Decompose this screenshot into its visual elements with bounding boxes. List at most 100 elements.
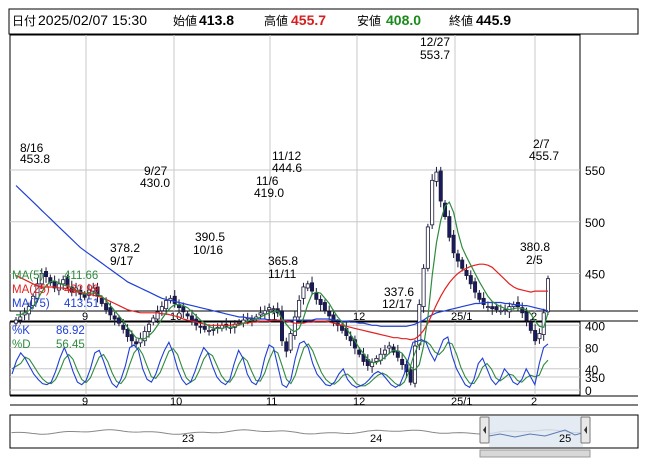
- candle-up: [13, 319, 18, 324]
- candle-up: [417, 304, 422, 346]
- candle-down: [52, 281, 57, 289]
- annotation-value: 453.8: [20, 152, 50, 166]
- annotation-date: 10/16: [193, 243, 223, 257]
- navigator-selected-series: [488, 429, 583, 438]
- candle-up: [485, 306, 490, 309]
- candle-up: [39, 273, 44, 285]
- annotation-value: 378.2: [110, 241, 140, 255]
- candle-down: [125, 328, 130, 338]
- annotation-date: 9/27: [144, 164, 168, 178]
- header-date-label: 日付: [12, 14, 36, 28]
- stochastic-tick-label: 0: [585, 384, 592, 398]
- candle-down: [112, 315, 117, 320]
- candle-up: [498, 310, 503, 313]
- candle-down: [310, 282, 315, 292]
- price-tick-label: 350: [585, 371, 605, 385]
- legend-value: 411.66: [64, 270, 98, 282]
- navigator-year-label: 24: [370, 433, 382, 445]
- price-tick-label: 450: [585, 268, 605, 282]
- candle-up: [262, 310, 267, 315]
- candle-up: [237, 321, 242, 324]
- annotation-value: 380.8: [520, 240, 550, 254]
- header-low-value: 408.0: [386, 12, 421, 28]
- candle-down: [108, 307, 113, 316]
- candle-down: [447, 216, 452, 238]
- candle-up: [211, 328, 216, 331]
- candle-down: [318, 298, 323, 305]
- candle-up: [537, 333, 542, 340]
- candle-down: [44, 271, 49, 278]
- candle-up: [374, 357, 379, 362]
- header-high-value: 455.7: [291, 12, 326, 28]
- candle-up: [425, 226, 430, 269]
- candle-up: [412, 345, 417, 384]
- candle-down: [490, 306, 495, 310]
- x-tick-label: 9: [82, 311, 88, 323]
- candle-down: [172, 295, 177, 304]
- candle-up: [292, 316, 297, 337]
- annotation-value: 419.0: [254, 186, 284, 200]
- annotation-value: 337.6: [384, 285, 414, 299]
- left-arrow-icon: [483, 426, 486, 434]
- x-tick-label: 11: [266, 396, 277, 408]
- navigator-year-label: 25: [559, 433, 571, 445]
- candle-down: [99, 297, 104, 304]
- candle-down: [202, 325, 207, 330]
- candle-down: [400, 359, 405, 365]
- annotation-value: 430.0: [140, 176, 170, 190]
- candle-up: [146, 323, 151, 332]
- candle-down: [477, 292, 482, 300]
- candle-down: [284, 341, 289, 352]
- candle-down: [314, 292, 319, 300]
- candle-up: [164, 300, 169, 310]
- candle-down: [48, 277, 53, 284]
- price-tick-label: 550: [585, 164, 605, 178]
- candle-up: [546, 278, 551, 313]
- candle-down: [464, 269, 469, 276]
- candle-down: [438, 170, 443, 202]
- x-tick-label: 12: [353, 396, 365, 408]
- candle-down: [181, 306, 186, 313]
- candle-down: [408, 369, 413, 383]
- candle-up: [138, 338, 143, 344]
- candle-up: [430, 179, 435, 226]
- candle-up: [207, 330, 212, 332]
- annotation-date: 12/27: [420, 35, 450, 49]
- candle-up: [56, 283, 61, 291]
- annotation-value: 455.7: [529, 149, 559, 163]
- header-close-label: 終値: [449, 13, 473, 28]
- stochastic-legend-value: 56.45: [56, 339, 85, 351]
- navigator-year-label: 23: [182, 433, 194, 445]
- price-tick-label: 400: [585, 319, 605, 333]
- candle-down: [129, 334, 134, 342]
- candle-up: [503, 309, 508, 312]
- candle-down: [134, 341, 139, 345]
- header-high-label: 高値: [264, 13, 288, 28]
- candle-up: [18, 316, 23, 321]
- candle-down: [279, 310, 284, 342]
- candle-down: [481, 297, 486, 305]
- header-close-value: 445.9: [476, 12, 511, 28]
- candle-up: [151, 317, 156, 323]
- x-tick-label: 12: [353, 311, 365, 323]
- candle-up: [271, 308, 276, 311]
- candle-down: [357, 349, 362, 355]
- candle-up: [305, 283, 310, 289]
- candle-down: [468, 275, 473, 285]
- annotation-date: 2/5: [526, 253, 543, 267]
- candle-down: [104, 303, 109, 311]
- candle-down: [533, 330, 538, 342]
- candle-down: [524, 311, 529, 321]
- price-tick-label: 500: [585, 216, 605, 230]
- x-tick-label: 25/1: [451, 311, 472, 323]
- x-tick-label: 11: [266, 311, 277, 323]
- candle-up: [387, 345, 392, 349]
- navigator-scrollbar[interactable]: [479, 449, 591, 458]
- header-open-label: 始値: [173, 13, 197, 28]
- stochastic-tick-label: 80: [585, 342, 599, 356]
- legend-value: 432.99: [64, 284, 99, 296]
- stochastic-tick-label: 40: [585, 363, 599, 377]
- annotation-value: 444.6: [272, 161, 302, 175]
